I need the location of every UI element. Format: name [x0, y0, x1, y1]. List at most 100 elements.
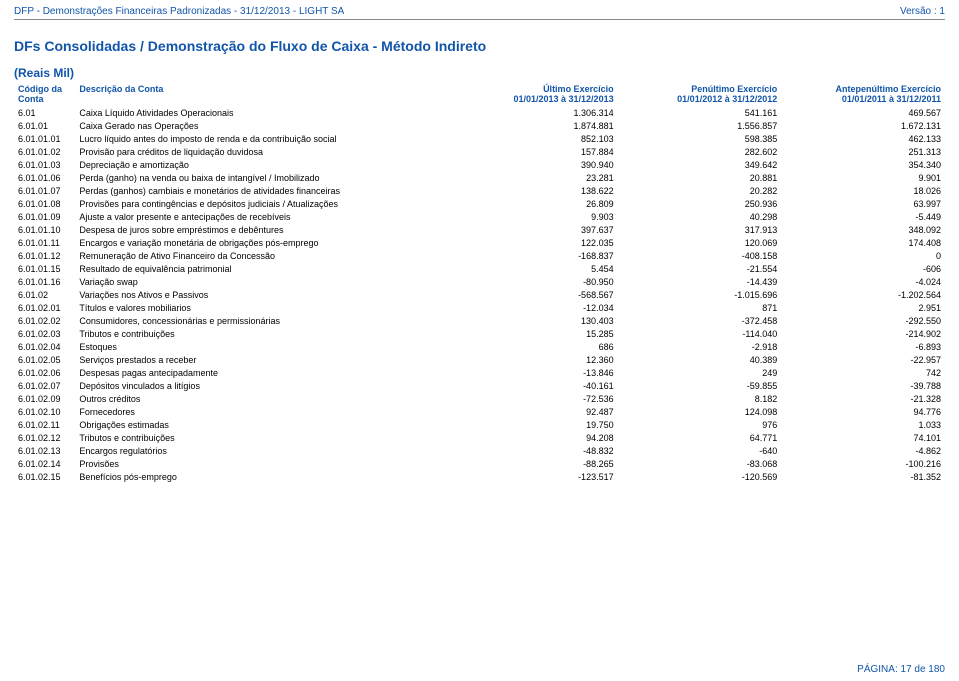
cell-code: 6.01	[14, 106, 75, 119]
cell-v1: 157.884	[454, 145, 618, 158]
cell-v1: 397.637	[454, 223, 618, 236]
cell-v3: -81.352	[781, 470, 945, 483]
table-row: 6.01.01.02Provisão para créditos de liqu…	[14, 145, 945, 158]
cell-v2: -83.068	[618, 457, 782, 470]
cell-v3: 469.567	[781, 106, 945, 119]
cell-code: 6.01.02.01	[14, 301, 75, 314]
cell-v2: -14.439	[618, 275, 782, 288]
cell-v2: -408.158	[618, 249, 782, 262]
cell-v1: -40.161	[454, 379, 618, 392]
cell-desc: Resultado de equivalência patrimonial	[75, 262, 454, 275]
cell-code: 6.01.01.06	[14, 171, 75, 184]
cell-desc: Consumidores, concessionárias e permissi…	[75, 314, 454, 327]
table-row: 6.01.01.07Perdas (ganhos) cambiais e mon…	[14, 184, 945, 197]
cell-desc: Perda (ganho) na venda ou baixa de intan…	[75, 171, 454, 184]
table-body: 6.01Caixa Líquido Atividades Operacionai…	[14, 106, 945, 483]
table-row: 6.01.02.13Encargos regulatórios-48.832-6…	[14, 444, 945, 457]
table-row: 6.01.01.03Depreciação e amortização390.9…	[14, 158, 945, 171]
table-row: 6.01.02.07Depósitos vinculados a litígio…	[14, 379, 945, 392]
cell-v1: 94.208	[454, 431, 618, 444]
cell-v1: 15.285	[454, 327, 618, 340]
cell-desc: Depreciação e amortização	[75, 158, 454, 171]
cell-desc: Títulos e valores mobiliarios	[75, 301, 454, 314]
col-prev-l2: 01/01/2012 à 31/12/2012	[622, 94, 778, 104]
cell-v3: 354.340	[781, 158, 945, 171]
cell-v2: -2.918	[618, 340, 782, 353]
cell-v3: 742	[781, 366, 945, 379]
cell-desc: Ajuste a valor presente e antecipações d…	[75, 210, 454, 223]
cell-v1: -12.034	[454, 301, 618, 314]
cell-code: 6.01.02.12	[14, 431, 75, 444]
cell-desc: Variações nos Ativos e Passivos	[75, 288, 454, 301]
table-row: 6.01.02.12Tributos e contribuições94.208…	[14, 431, 945, 444]
table-row: 6.01.01.15Resultado de equivalência patr…	[14, 262, 945, 275]
cell-v2: 8.182	[618, 392, 782, 405]
table-row: 6.01Caixa Líquido Atividades Operacionai…	[14, 106, 945, 119]
cell-v3: 251.313	[781, 145, 945, 158]
table-row: 6.01.02.02Consumidores, concessionárias …	[14, 314, 945, 327]
cell-code: 6.01.01.03	[14, 158, 75, 171]
cell-desc: Depósitos vinculados a litígios	[75, 379, 454, 392]
cell-v2: -21.554	[618, 262, 782, 275]
cell-v1: -123.517	[454, 470, 618, 483]
cell-v2: 120.069	[618, 236, 782, 249]
cell-v3: 18.026	[781, 184, 945, 197]
cell-code: 6.01.02.10	[14, 405, 75, 418]
cell-v2: 349.642	[618, 158, 782, 171]
cell-desc: Estoques	[75, 340, 454, 353]
cell-code: 6.01.02.03	[14, 327, 75, 340]
cell-code: 6.01.01.12	[14, 249, 75, 262]
cell-desc: Provisões	[75, 457, 454, 470]
cell-v3: 1.033	[781, 418, 945, 431]
cell-v1: 1.306.314	[454, 106, 618, 119]
cell-v3: -6.893	[781, 340, 945, 353]
cell-v2: -114.040	[618, 327, 782, 340]
cell-v3: -214.902	[781, 327, 945, 340]
col-prev-l1: Penúltimo Exercício	[622, 84, 778, 94]
cell-desc: Benefícios pós-emprego	[75, 470, 454, 483]
cell-v3: -4.024	[781, 275, 945, 288]
cell-v3: 1.672.131	[781, 119, 945, 132]
cell-v1: 19.750	[454, 418, 618, 431]
cell-desc: Serviços prestados a receber	[75, 353, 454, 366]
document-header: DFP - Demonstrações Financeiras Padroniz…	[14, 6, 945, 20]
cell-v1: 92.487	[454, 405, 618, 418]
cell-v3: -1.202.564	[781, 288, 945, 301]
col-last: Último Exercício 01/01/2013 à 31/12/2013	[454, 82, 618, 106]
section-title: DFs Consolidadas / Demonstração do Fluxo…	[14, 38, 945, 54]
table-row: 6.01.02Variações nos Ativos e Passivos-5…	[14, 288, 945, 301]
cell-code: 6.01.02.14	[14, 457, 75, 470]
cell-v3: 63.997	[781, 197, 945, 210]
cell-desc: Encargos e variação monetária de obrigaç…	[75, 236, 454, 249]
page-footer: PÁGINA: 17 de 180	[857, 664, 945, 675]
table-row: 6.01.01.09Ajuste a valor presente e ante…	[14, 210, 945, 223]
cell-v2: 20.881	[618, 171, 782, 184]
units-label: (Reais Mil)	[14, 66, 945, 80]
cell-v2: 871	[618, 301, 782, 314]
table-row: 6.01.02.04Estoques686-2.918-6.893	[14, 340, 945, 353]
cell-v1: 26.809	[454, 197, 618, 210]
table-row: 6.01.02.10Fornecedores92.487124.09894.77…	[14, 405, 945, 418]
cell-v2: 598.385	[618, 132, 782, 145]
cell-desc: Remuneração de Ativo Financeiro da Conce…	[75, 249, 454, 262]
cell-v2: -372.458	[618, 314, 782, 327]
cell-code: 6.01.01.01	[14, 132, 75, 145]
cell-v3: 9.901	[781, 171, 945, 184]
cell-v1: 138.622	[454, 184, 618, 197]
col-last-l2: 01/01/2013 à 31/12/2013	[458, 94, 614, 104]
cell-code: 6.01.01.16	[14, 275, 75, 288]
col-desc: Descrição da Conta	[75, 82, 454, 106]
cell-v1: -72.536	[454, 392, 618, 405]
table-row: 6.01.01.11Encargos e variação monetária …	[14, 236, 945, 249]
table-row: 6.01.02.05Serviços prestados a receber12…	[14, 353, 945, 366]
cell-v1: 9.903	[454, 210, 618, 223]
cell-v1: 686	[454, 340, 618, 353]
cell-code: 6.01.02.06	[14, 366, 75, 379]
cell-desc: Fornecedores	[75, 405, 454, 418]
table-row: 6.01.02.11Obrigações estimadas19.7509761…	[14, 418, 945, 431]
table-row: 6.01.01.12Remuneração de Ativo Financeir…	[14, 249, 945, 262]
cell-v2: -640	[618, 444, 782, 457]
table-row: 6.01.01.16Variação swap-80.950-14.439-4.…	[14, 275, 945, 288]
cell-desc: Provisões para contingências e depósitos…	[75, 197, 454, 210]
cell-v3: 174.408	[781, 236, 945, 249]
